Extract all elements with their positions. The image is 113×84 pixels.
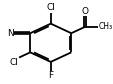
Text: O: O [81, 7, 88, 16]
Text: Cl: Cl [46, 3, 55, 12]
Text: N: N [7, 29, 14, 38]
Text: Cl: Cl [10, 58, 18, 67]
Text: CH₃: CH₃ [97, 22, 111, 31]
Text: F: F [48, 71, 53, 80]
